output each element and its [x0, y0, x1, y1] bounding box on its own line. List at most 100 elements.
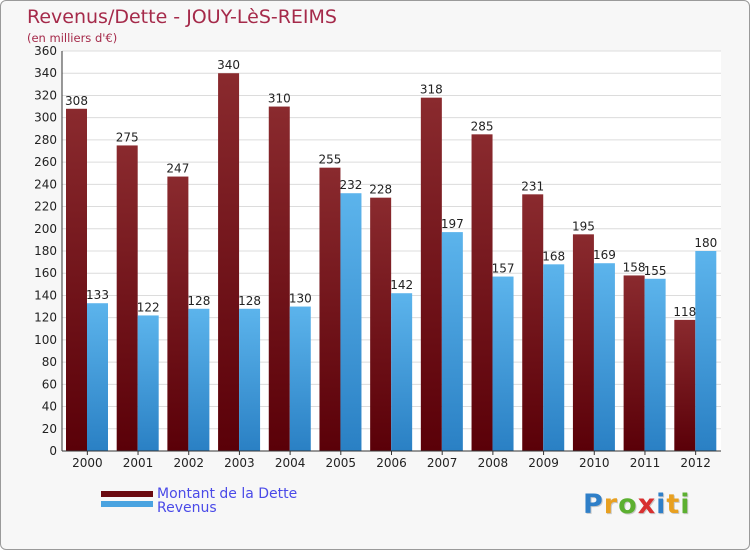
- x-tick-label: 2001: [123, 456, 154, 470]
- data-label: 130: [289, 292, 312, 306]
- data-label: 247: [166, 162, 189, 176]
- data-label: 285: [471, 119, 494, 133]
- y-tick-label: 100: [34, 333, 57, 347]
- y-tick-label: 180: [34, 244, 57, 258]
- legend-label-revenus: Revenus: [157, 500, 217, 516]
- data-label: 180: [694, 236, 717, 250]
- data-label: 133: [86, 288, 109, 302]
- data-label: 232: [340, 178, 363, 192]
- bar-debt: [66, 108, 87, 452]
- data-label: 310: [268, 92, 291, 106]
- y-tick-label: 60: [42, 377, 57, 391]
- data-label: 197: [441, 217, 464, 231]
- bar-debt: [116, 145, 138, 451]
- legend-swatch-revenus: [101, 501, 153, 507]
- y-tick-label: 280: [34, 133, 57, 147]
- y-tick-label: 200: [34, 222, 57, 236]
- chart-subtitle: (en milliers d'€): [27, 31, 118, 45]
- data-label: 340: [217, 58, 240, 72]
- x-tick-label: 2002: [173, 456, 204, 470]
- chart-title: Revenus/Dette - JOUY-LèS-REIMS: [27, 6, 337, 28]
- x-tick-label: 2005: [326, 456, 357, 470]
- y-tick-label: 40: [42, 400, 57, 414]
- x-tick-label: 2009: [528, 456, 559, 470]
- x-tick-label: 2010: [579, 456, 610, 470]
- y-tick-label: 340: [34, 66, 57, 80]
- data-label: 118: [673, 305, 696, 319]
- data-label: 158: [623, 260, 646, 274]
- bar-debt: [522, 194, 544, 452]
- logo-letter: r: [603, 489, 619, 520]
- y-tick-label: 360: [34, 44, 57, 58]
- data-label: 122: [137, 300, 160, 314]
- data-label: 169: [593, 248, 616, 262]
- bar-revenus: [391, 293, 413, 451]
- data-label: 228: [369, 183, 392, 197]
- data-label: 308: [65, 94, 88, 108]
- bar-debt: [674, 319, 696, 451]
- y-tick-label: 140: [34, 288, 57, 302]
- bar-revenus: [644, 278, 666, 451]
- x-tick-label: 2006: [376, 456, 407, 470]
- logo-letter: i: [680, 489, 691, 520]
- logo-letter: t: [666, 489, 681, 520]
- bar-revenus: [593, 263, 615, 451]
- bar-revenus: [188, 308, 210, 451]
- y-tick-label: 160: [34, 266, 57, 280]
- axis-layer: 0 20 40 60 80 100 120 140 160 180 200 220 240 260 280 3…: [34, 44, 721, 470]
- y-tick-label: 220: [34, 200, 57, 214]
- y-tick-label: 0: [49, 444, 57, 458]
- y-tick-label: 260: [34, 155, 57, 169]
- bar-debt: [167, 176, 189, 452]
- bar-revenus: [695, 251, 717, 451]
- bar-revenus: [239, 308, 261, 451]
- legend-label-debt: Montant de la Dette: [157, 486, 298, 502]
- data-label: 142: [390, 278, 413, 292]
- logo-letter: P: [583, 489, 604, 520]
- y-tick-label: 20: [42, 422, 57, 436]
- y-tick-label: 120: [34, 311, 57, 325]
- x-tick-label: 2000: [72, 456, 103, 470]
- bar-layer: [66, 73, 717, 452]
- x-tick-label: 2004: [275, 456, 306, 470]
- data-label: 255: [319, 153, 342, 167]
- bar-revenus: [87, 303, 108, 451]
- data-label: 157: [492, 262, 515, 276]
- bar-revenus: [492, 276, 514, 451]
- data-label: 195: [572, 219, 595, 233]
- y-tick-label: 240: [34, 177, 57, 191]
- bar-debt: [623, 275, 645, 451]
- bar-revenus: [137, 315, 159, 451]
- data-label: 155: [644, 264, 667, 278]
- data-label: 128: [187, 294, 210, 308]
- data-label: 231: [521, 179, 544, 193]
- y-tick-label: 300: [34, 111, 57, 125]
- logo-letter: i: [656, 489, 667, 520]
- data-label: 168: [542, 249, 565, 263]
- x-tick-label: 2011: [630, 456, 661, 470]
- data-label: 318: [420, 83, 443, 97]
- bar-debt: [370, 197, 392, 451]
- data-label: 275: [116, 130, 139, 144]
- y-tick-label: 320: [34, 88, 57, 102]
- x-tick-label: 2007: [427, 456, 458, 470]
- y-tick-label: 80: [42, 355, 57, 369]
- proxiti-logo: Proxiti: [583, 489, 691, 520]
- bar-revenus: [543, 264, 565, 451]
- bar-debt: [319, 167, 341, 451]
- bar-revenus: [340, 193, 362, 451]
- bar-debt: [572, 234, 594, 451]
- x-tick-label: 2003: [224, 456, 255, 470]
- legend-swatch-debt: [101, 491, 153, 497]
- bar-revenus: [441, 232, 463, 451]
- bar-debt: [420, 97, 442, 452]
- data-label: 128: [238, 294, 261, 308]
- logo-letter: o: [618, 489, 638, 520]
- x-tick-label: 2008: [478, 456, 509, 470]
- bar-debt: [218, 73, 240, 451]
- logo-letter: x: [637, 489, 657, 520]
- bar-debt: [471, 134, 493, 452]
- bar-revenus: [289, 306, 311, 451]
